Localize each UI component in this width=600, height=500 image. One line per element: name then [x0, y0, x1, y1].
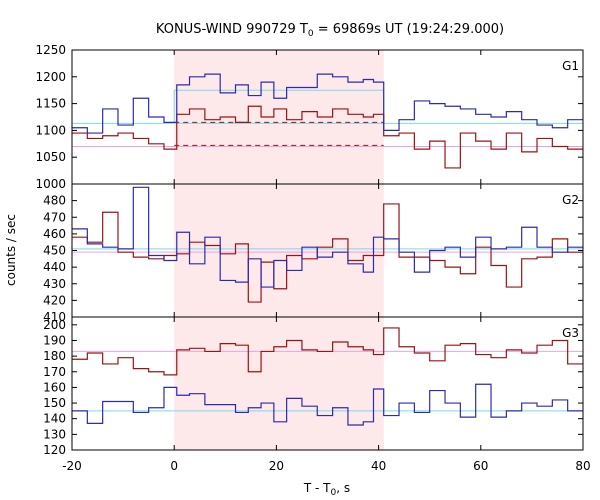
burst-interval-shade: [174, 184, 384, 317]
burst-interval-shade: [174, 50, 384, 184]
x-tick-label: 0: [170, 459, 178, 473]
series-blue-step: [72, 73, 583, 134]
panels-layer: 100010501100115012001250G141042043044045…: [35, 43, 590, 473]
y-tick-label: 480: [43, 194, 66, 208]
panel-label: G3: [562, 326, 579, 340]
x-tick-label: 40: [371, 459, 386, 473]
x-tick-label: 80: [575, 459, 590, 473]
y-tick-label: 1250: [35, 43, 66, 57]
y-tick-label: 460: [43, 227, 66, 241]
y-tick-label: 160: [43, 380, 66, 394]
y-axis-label: counts / sec: [4, 214, 18, 286]
y-tick-label: 430: [43, 277, 66, 291]
y-tick-label: 1000: [35, 177, 66, 191]
y-tick-label: 410: [43, 310, 66, 324]
y-tick-label: 190: [43, 333, 66, 347]
series-red-step: [72, 327, 583, 376]
y-tick-label: 170: [43, 365, 66, 379]
x-tick-label: 60: [473, 459, 488, 473]
y-tick-label: 140: [43, 412, 66, 426]
y-tick-label: 1200: [35, 70, 66, 84]
series-blue-step: [72, 383, 583, 426]
burst-interval-shade: [174, 317, 384, 450]
panel-frame: [71, 316, 584, 451]
y-tick-label: 150: [43, 396, 66, 410]
y-tick-label: 420: [43, 293, 66, 307]
x-axis-label: T - T0, s: [303, 481, 350, 498]
y-tick-label: 470: [43, 210, 66, 224]
series-red-step: [72, 105, 583, 169]
x-tick-label: 20: [269, 459, 284, 473]
y-tick-label: 450: [43, 244, 66, 258]
y-tick-label: 180: [43, 349, 66, 363]
y-tick-label: 1150: [35, 97, 66, 111]
panel-g2: 410 420 430 440 450 460 470 480 G2: [43, 183, 584, 324]
y-tick-label: 440: [43, 260, 66, 274]
y-tick-label: 1100: [35, 123, 66, 137]
panel-label: G1: [562, 59, 579, 73]
y-tick-label: 130: [43, 427, 66, 441]
panel-g1: 1000 1050 1100 1150 1200 1250 G1: [35, 43, 584, 191]
chart-title: KONUS-WIND 990729 T0 = 69869s UT (19:24:…: [156, 22, 504, 39]
y-tick-label: 1050: [35, 150, 66, 164]
series-blue-step: [72, 186, 583, 288]
y-tick-label: 120: [43, 443, 66, 457]
x-tick-label: -20: [62, 459, 82, 473]
y-tick-label: 200: [43, 318, 66, 332]
panel-label: G2: [562, 193, 579, 207]
